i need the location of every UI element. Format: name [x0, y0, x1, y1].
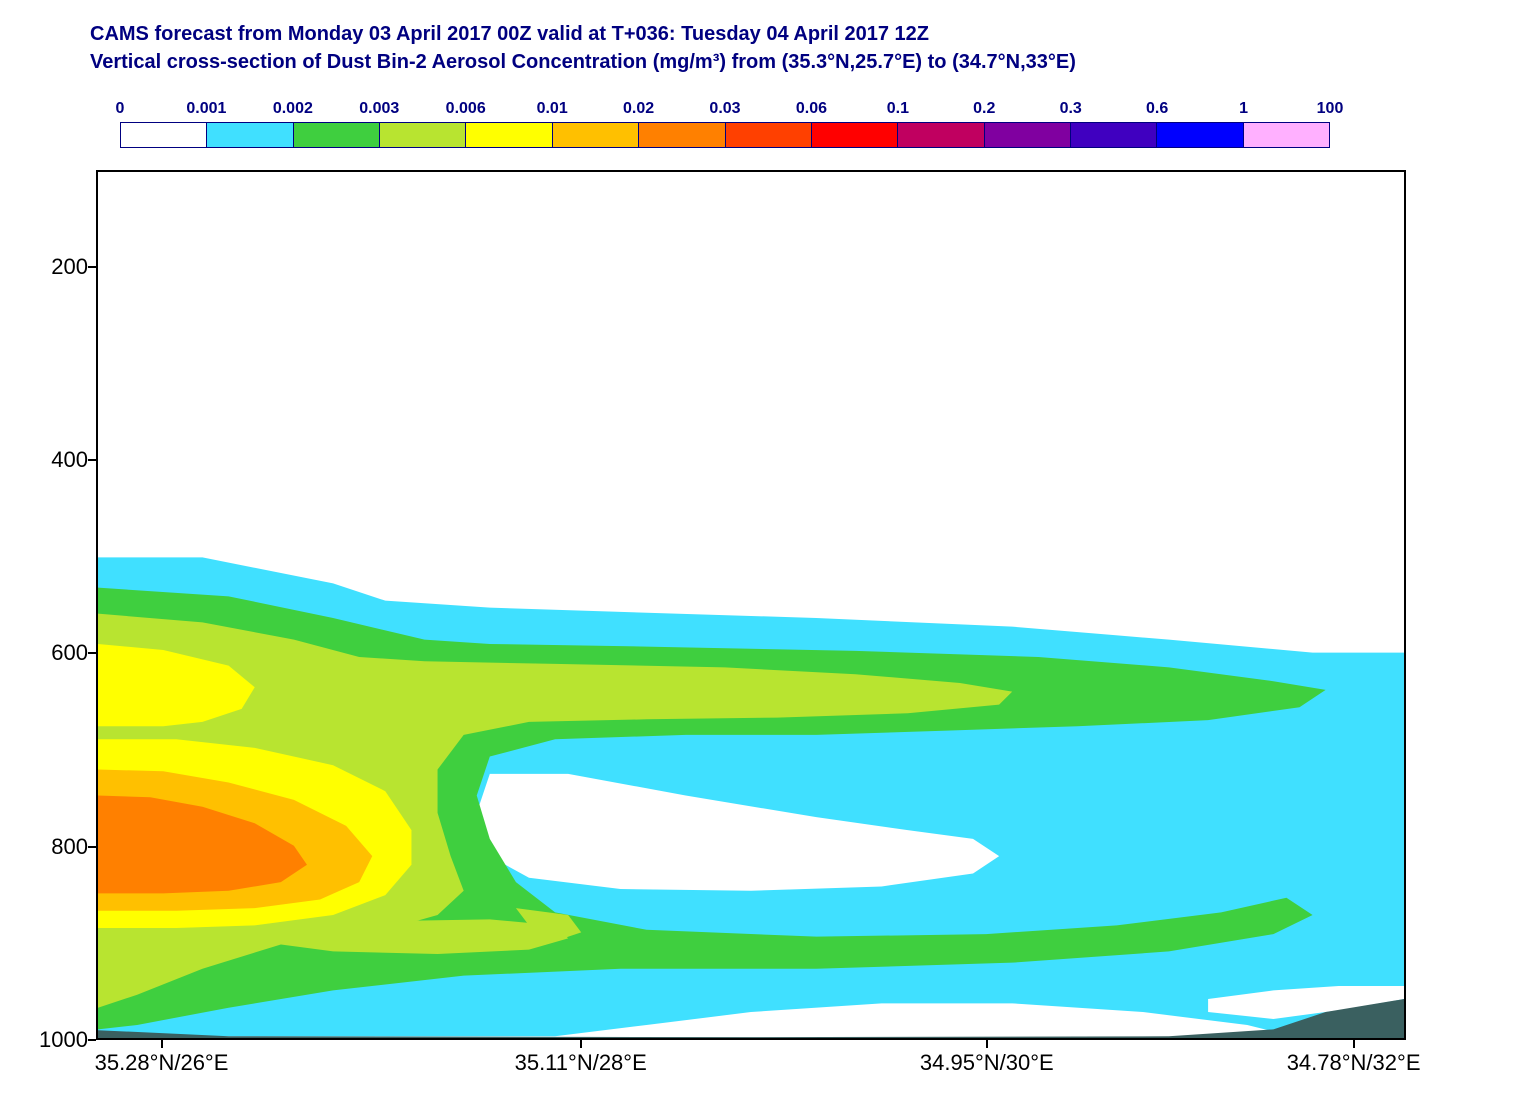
y-tick-mark [88, 1039, 96, 1041]
colorbar-label: 0.006 [446, 100, 486, 118]
y-tick-mark [88, 846, 96, 848]
colorbar-label: 1 [1239, 100, 1248, 118]
colorbar-label: 0.002 [273, 100, 313, 118]
y-tick-label: 1000 [0, 1027, 88, 1053]
colorbar-label: 0 [116, 100, 125, 118]
y-tick-mark [88, 652, 96, 654]
y-tick-label: 800 [0, 834, 88, 860]
x-tick-label: 34.78°N/32°E [1287, 1050, 1421, 1076]
colorbar-swatch [1244, 123, 1329, 147]
plot-area [96, 170, 1406, 1040]
x-tick-label: 34.95°N/30°E [920, 1050, 1054, 1076]
colorbar-label: 0.3 [1060, 100, 1082, 118]
colorbar-swatch [553, 123, 639, 147]
colorbar-swatch [898, 123, 984, 147]
y-tick-label: 600 [0, 640, 88, 666]
colorbar-swatches [120, 122, 1330, 148]
colorbar-swatch [121, 123, 207, 147]
x-tick-label: 35.11°N/28°E [515, 1050, 647, 1076]
colorbar-label: 0.02 [623, 100, 654, 118]
title-line-1: CAMS forecast from Monday 03 April 2017 … [90, 20, 1076, 48]
colorbar-swatch [380, 123, 466, 147]
x-tick-mark [1353, 1040, 1355, 1048]
colorbar-swatch [466, 123, 552, 147]
colorbar-label: 0.2 [973, 100, 995, 118]
colorbar-labels: 00.0010.0020.0030.0060.010.020.030.060.1… [120, 100, 1330, 122]
x-tick-mark [986, 1040, 988, 1048]
title-line-2: Vertical cross-section of Dust Bin-2 Aer… [90, 48, 1076, 76]
colorbar-label: 0.01 [537, 100, 568, 118]
colorbar-swatch [985, 123, 1071, 147]
x-tick-mark [161, 1040, 163, 1048]
colorbar-swatch [726, 123, 812, 147]
x-tick-mark [580, 1040, 582, 1048]
colorbar: 00.0010.0020.0030.0060.010.020.030.060.1… [120, 100, 1330, 148]
colorbar-label: 0.001 [186, 100, 226, 118]
colorbar-label: 0.003 [359, 100, 399, 118]
colorbar-swatch [1157, 123, 1243, 147]
y-tick-label: 400 [0, 447, 88, 473]
colorbar-swatch [207, 123, 293, 147]
colorbar-label: 0.03 [709, 100, 740, 118]
colorbar-swatch [812, 123, 898, 147]
y-tick-mark [88, 266, 96, 268]
chart-title-block: CAMS forecast from Monday 03 April 2017 … [90, 20, 1076, 76]
y-tick-mark [88, 459, 96, 461]
contour-svg [98, 172, 1404, 1038]
colorbar-label: 0.6 [1146, 100, 1168, 118]
colorbar-label: 0.06 [796, 100, 827, 118]
y-tick-label: 200 [0, 254, 88, 280]
colorbar-label: 0.1 [887, 100, 909, 118]
colorbar-swatch [1071, 123, 1157, 147]
x-tick-label: 35.28°N/26°E [95, 1050, 229, 1076]
colorbar-label: 100 [1317, 100, 1344, 118]
colorbar-swatch [639, 123, 725, 147]
colorbar-swatch [294, 123, 380, 147]
